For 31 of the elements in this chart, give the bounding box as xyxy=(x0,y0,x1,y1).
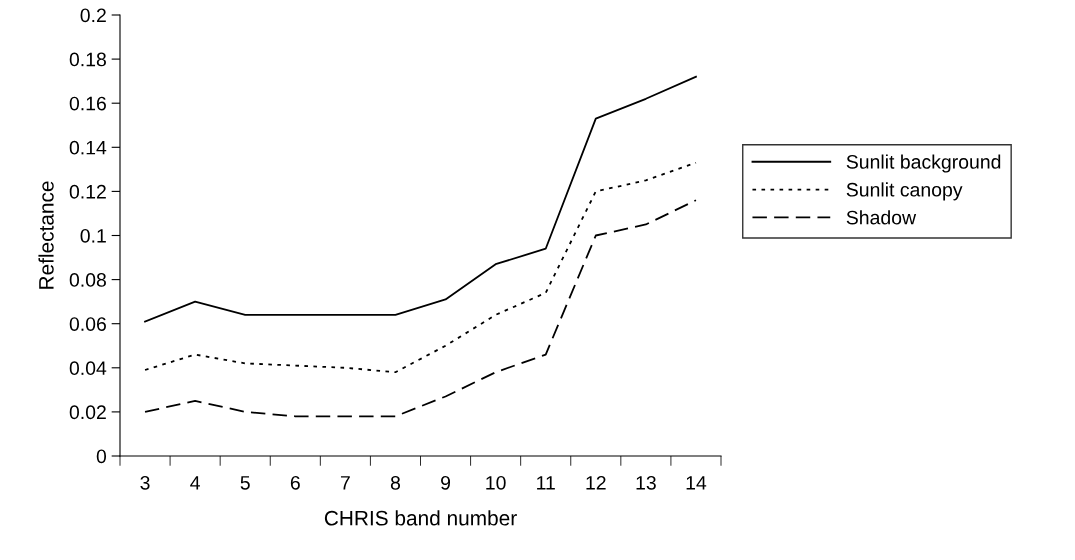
legend-label: Sunlit canopy xyxy=(846,182,963,201)
y-tick-label: 0.1 xyxy=(80,228,106,243)
x-tick-label: 4 xyxy=(190,476,200,490)
y-axis-title: Reflectance xyxy=(38,181,54,289)
x-axis-title: CHRIS band number xyxy=(324,510,517,526)
line-series xyxy=(144,161,697,374)
y-tick-label: 0.14 xyxy=(69,140,107,155)
x-tick-label: 5 xyxy=(240,476,250,490)
y-tick-label: 0.08 xyxy=(69,273,106,287)
y-tick-label: 0.2 xyxy=(80,8,106,23)
y-tick-label: 0.12 xyxy=(69,184,106,199)
x-tick-label: 7 xyxy=(340,476,350,490)
x-tick-label: 11 xyxy=(537,476,555,490)
y-tick-label: 0.06 xyxy=(69,317,106,331)
x-tick-label: 3 xyxy=(140,475,150,490)
y-tick-label: 0.16 xyxy=(69,96,106,111)
y-tick-label: 0.04 xyxy=(69,361,107,376)
y-tick-label: 0 xyxy=(96,449,107,464)
x-tick-label: 10 xyxy=(486,475,506,490)
x-tick-label: 12 xyxy=(586,475,606,490)
line-series xyxy=(144,199,697,418)
y-tick-label: 0.18 xyxy=(69,52,106,67)
x-tick-label: 6 xyxy=(290,475,300,490)
line-series xyxy=(144,75,697,323)
x-tick-label: 13 xyxy=(636,475,656,490)
x-tick-label: 9 xyxy=(441,475,451,490)
legend-label: Shadow xyxy=(846,210,917,225)
x-tick-label: 8 xyxy=(390,475,401,490)
legend-label: Sunlit background xyxy=(846,154,1001,173)
y-tick-label: 0.02 xyxy=(69,405,106,420)
x-tick-label: 14 xyxy=(686,476,707,490)
